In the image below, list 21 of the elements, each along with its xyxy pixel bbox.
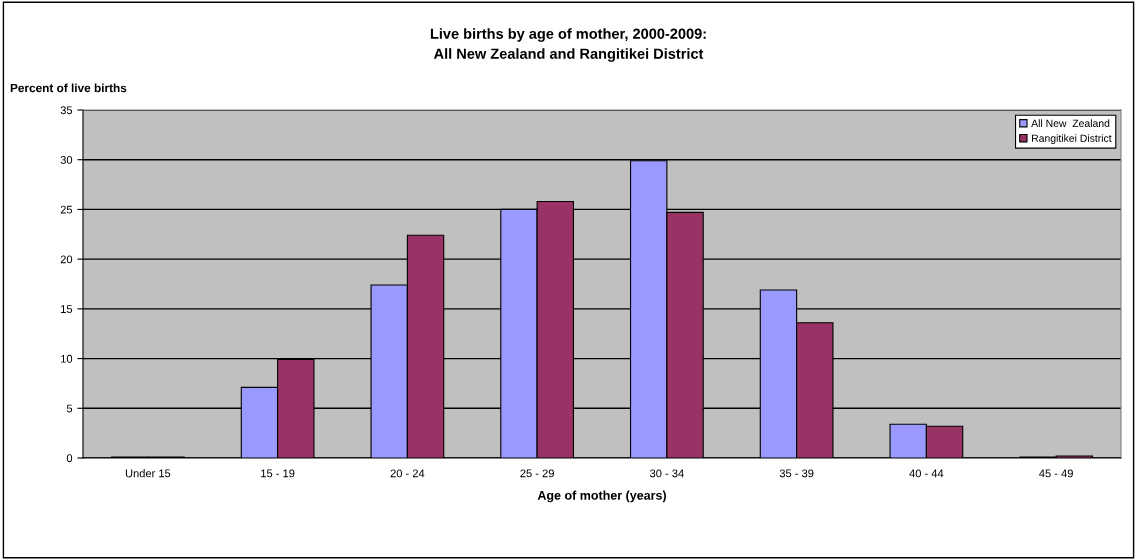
legend-label: All New Zealand: [1031, 119, 1110, 128]
x-axis-title: Age of mother (years): [537, 490, 666, 503]
x-tick-label: 30 - 34: [650, 469, 684, 478]
y-tick-label: 0: [66, 454, 73, 463]
y-tick-label: 20: [60, 255, 73, 264]
y-tick-label: 35: [60, 106, 73, 115]
y-tick-label: 15: [61, 305, 73, 313]
x-tick-label: 25 - 29: [520, 469, 554, 478]
x-tick-label: 45 - 49: [1039, 469, 1073, 478]
x-tick-label: 35 - 39: [779, 469, 814, 478]
chart-title: Live births by age of mother, 2000-2009: All New Zealand and Rangitikei District: [430, 28, 706, 62]
x-tick-label: 15 - 19: [261, 469, 295, 478]
legend-label: Rangitikei District: [1032, 134, 1112, 144]
y-tick-label: 10: [61, 354, 73, 363]
y-tick-label: 5: [66, 404, 73, 413]
y-tick-label: 30: [60, 155, 73, 164]
x-tick-label: 40 - 44: [909, 469, 944, 478]
y-axis-title: Percent of live births: [10, 83, 127, 93]
y-tick-label: 25: [60, 205, 73, 214]
x-tick-label: Under 15: [125, 469, 171, 478]
x-tick-label: 20 - 24: [390, 469, 425, 478]
